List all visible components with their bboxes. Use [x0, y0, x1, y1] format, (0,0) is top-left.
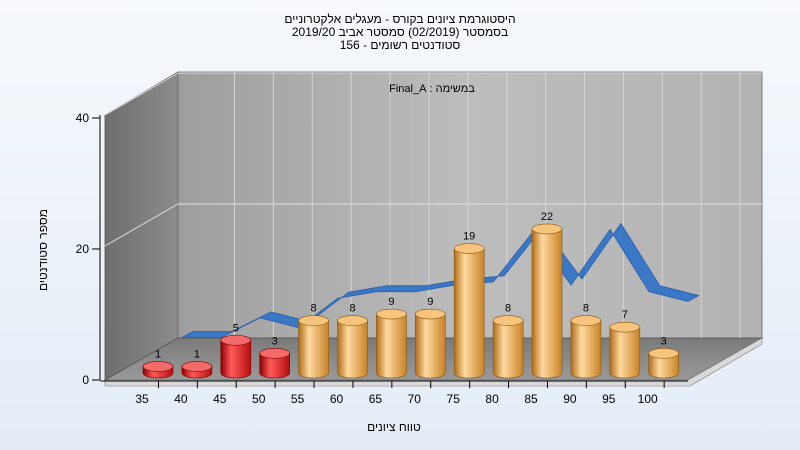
trend-ribbon [180, 222, 700, 338]
x-tick-label-70: 70 [408, 392, 422, 406]
bar-50 [259, 348, 291, 379]
bar-body-80 [492, 320, 524, 379]
bar-55 [298, 315, 329, 379]
x-tick-label-85: 85 [524, 392, 538, 406]
x-tick-label-55: 55 [291, 392, 305, 406]
bar-cap-90 [570, 315, 602, 326]
bar-cap-75 [453, 243, 485, 254]
bar-body-100 [648, 353, 679, 379]
bar-cap-50 [259, 348, 291, 359]
bar-100 [648, 348, 680, 379]
data-label-65: 9 [388, 296, 394, 308]
bar-65 [376, 308, 407, 379]
data-label-100: 3 [661, 335, 667, 347]
bar-body-75 [453, 248, 485, 379]
plot-side-wall [104, 71, 179, 381]
data-labels: 1 1 5 3 8 8 9 9 19 8 22 8 7 3 [155, 211, 667, 361]
data-label-90: 8 [583, 303, 589, 315]
x-tick-label-35: 35 [135, 392, 149, 406]
bar-body-50 [259, 353, 290, 379]
y-axis-label: מספר סטודנטים [36, 209, 50, 291]
data-label-40: 1 [194, 348, 200, 360]
data-label-95: 7 [622, 309, 628, 321]
bar-cap-35 [142, 361, 174, 372]
bar-cap-65 [376, 308, 407, 320]
bar-cap-40 [181, 361, 213, 372]
bar-cap-100 [648, 348, 680, 359]
x-tick-label-90: 90 [563, 392, 577, 406]
x-tick-label-40: 40 [174, 392, 188, 406]
bar-body-85 [531, 228, 563, 379]
data-label-60: 8 [349, 303, 355, 315]
bar-cap-45 [220, 334, 252, 346]
x-axis-ticks: 35 40 45 50 55 60 65 70 75 80 85 90 95 100 [135, 381, 665, 406]
bar-body-65 [376, 313, 407, 379]
x-tick-label-75: 75 [447, 392, 461, 406]
bar-body-95 [609, 326, 641, 379]
data-label-80: 8 [505, 303, 511, 315]
x-tick-label-65: 65 [369, 392, 383, 406]
bar-body-70 [415, 313, 446, 379]
bar-35 [142, 361, 174, 379]
grid-line-side-1 [104, 203, 179, 247]
bar-cap-55 [298, 315, 329, 326]
data-label-55: 8 [311, 303, 317, 315]
chart-title-line-2: בסמסטר (02/2019) סמסטר אביב 2019/20 [292, 25, 508, 39]
y-tick-label-0: 0 [82, 373, 89, 387]
y-axis-ticks: 0 20 40 [76, 111, 100, 387]
chart-title-line-1: היסטוגרמת ציונים בקורס - מעגלים אלקטרוני… [284, 12, 515, 26]
data-label-75: 19 [463, 231, 475, 243]
chart-annotation: במשימה : Final_A [389, 83, 475, 95]
grid-line-side-2 [104, 72, 179, 116]
data-label-85: 22 [541, 211, 553, 223]
bar-75 [453, 243, 485, 379]
bar-70 [414, 308, 446, 379]
x-tick-label-60: 60 [330, 392, 344, 406]
bar-45 [220, 334, 252, 379]
bar-body-45 [220, 339, 252, 379]
bar-cap-70 [414, 308, 446, 320]
data-label-70: 9 [427, 296, 433, 308]
bar-body-60 [337, 320, 368, 379]
bar-85 [531, 223, 563, 379]
bar-cap-95 [609, 321, 641, 333]
data-label-50: 3 [272, 335, 278, 347]
bar-80 [492, 315, 524, 379]
bar-60 [337, 315, 368, 379]
x-axis-label: טווח ציונים [367, 420, 421, 434]
bar-cap-85 [531, 223, 563, 235]
bar-cap-60 [337, 315, 368, 326]
x-tick-label-95: 95 [602, 392, 616, 406]
bar-body-90 [570, 320, 602, 379]
bar-cap-80 [492, 315, 524, 326]
bar-body-55 [298, 320, 329, 379]
x-tick-label-100: 100 [638, 392, 658, 406]
x-tick-label-45: 45 [213, 392, 227, 406]
chart-title-line-3: סטודנטים רשומים - 156 [340, 38, 461, 52]
data-label-35: 1 [155, 348, 161, 360]
y-tick-label-20: 20 [76, 242, 90, 256]
x-tick-label-80: 80 [485, 392, 499, 406]
data-label-45: 5 [233, 322, 239, 334]
trend-ribbon-shape [180, 222, 700, 338]
bar-series [142, 223, 680, 379]
bar-40 [181, 361, 213, 379]
y-tick-label-40: 40 [76, 111, 90, 125]
bar-90 [570, 315, 602, 379]
x-tick-label-50: 50 [252, 392, 266, 406]
bar-95 [609, 321, 641, 379]
